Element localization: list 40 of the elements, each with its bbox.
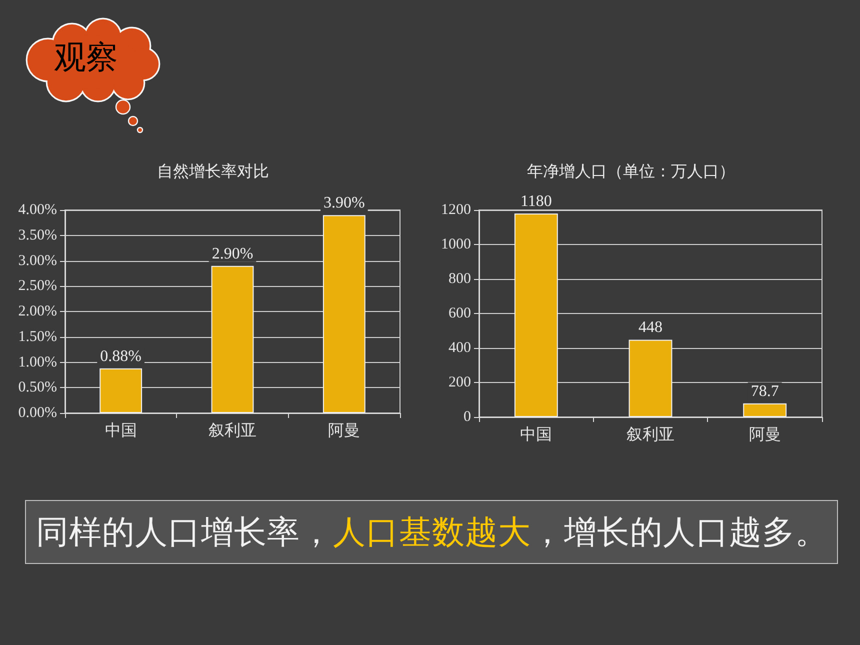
text: 人口基数越大 <box>333 513 531 551</box>
y-tick-label: 2.50% <box>18 278 57 294</box>
data-label: 3.90% <box>324 194 365 212</box>
y-tick-label: 2.00% <box>18 304 57 320</box>
bar <box>743 403 787 417</box>
bar <box>322 215 366 413</box>
chart-title: 自然增长率对比 <box>157 162 269 180</box>
data-label: 2.90% <box>212 245 254 262</box>
text: 观察 <box>53 38 119 76</box>
y-tick-label: 1.50% <box>18 328 57 345</box>
x-tick-label: 叙利亚 <box>208 420 256 440</box>
y-tick-label: 0.00% <box>18 405 57 421</box>
y-tick-label: 4.00% <box>18 202 57 218</box>
x-tick-label: 中国 <box>520 424 552 444</box>
text: 同样的人口增长率， <box>36 513 333 551</box>
data-label: 0.88% <box>100 348 142 365</box>
bar <box>514 213 558 417</box>
data-label: 448 <box>638 319 662 336</box>
y-tick-label: 600 <box>448 306 471 322</box>
y-tick-label: 3.00% <box>18 252 57 269</box>
y-tick-label: 1000 <box>441 236 471 252</box>
x-tick-label: 中国 <box>104 420 137 440</box>
y-tick-label: 400 <box>448 340 471 356</box>
bar <box>100 368 142 413</box>
y-tick-label: 0 <box>464 409 471 425</box>
data-label: 1180 <box>520 192 552 210</box>
bar <box>628 340 672 417</box>
y-tick-label: 1200 <box>441 202 471 218</box>
y-tick-label: 3.50% <box>18 227 57 244</box>
x-tick-label: 阿曼 <box>328 420 360 440</box>
bar <box>211 266 254 413</box>
text: ，增长的人口越多。 <box>531 513 828 551</box>
y-tick-label: 800 <box>448 271 471 287</box>
chart-title: 年净增人口（单位：万人口） <box>527 162 735 180</box>
x-tick-label: 阿曼 <box>748 424 781 444</box>
y-tick-label: 0.50% <box>18 380 57 396</box>
y-tick-label: 1.00% <box>18 354 57 370</box>
x-tick-label: 叙利亚 <box>626 424 674 444</box>
data-label: 78.7 <box>750 382 779 400</box>
y-tick-label: 200 <box>448 374 471 390</box>
